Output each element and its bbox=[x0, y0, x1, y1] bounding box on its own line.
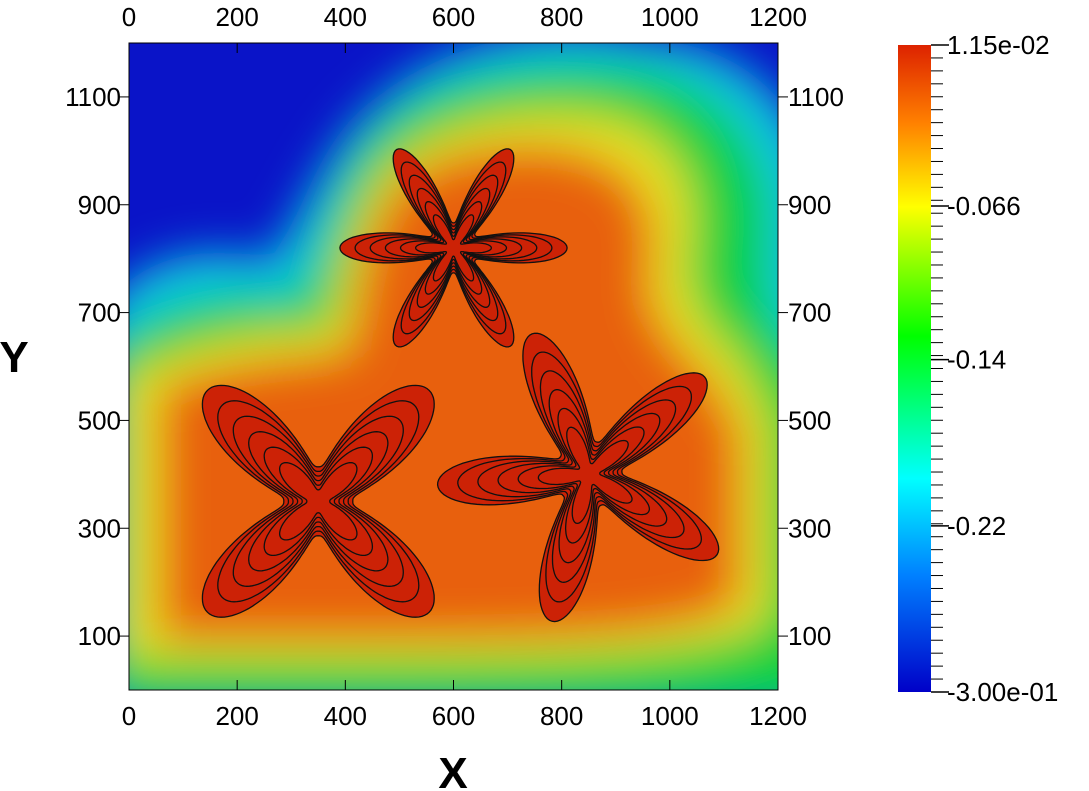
x-tick-label: 200 bbox=[215, 701, 258, 731]
x-tick-label: 600 bbox=[432, 2, 475, 32]
y-axis-label: Y bbox=[0, 333, 29, 382]
x-tick-label: 800 bbox=[540, 2, 583, 32]
contour-line bbox=[477, 370, 685, 583]
contour-line bbox=[436, 332, 720, 623]
y-tick-label: 1100 bbox=[65, 82, 121, 112]
colorbar-label: -0.066 bbox=[947, 191, 1021, 221]
x-tick-label: 400 bbox=[324, 2, 367, 32]
contour-line bbox=[384, 187, 523, 308]
contour-line bbox=[497, 389, 668, 564]
x-tick-label: 1000 bbox=[641, 2, 699, 32]
contour-line bbox=[369, 174, 538, 322]
y-tick-label: 700 bbox=[788, 298, 831, 328]
crystal-region bbox=[202, 385, 435, 618]
x-tick-label: 400 bbox=[324, 701, 367, 731]
y-tick-label: 500 bbox=[78, 405, 121, 435]
x-axis-top: 0 200 400 600 800 1000 1200 bbox=[122, 2, 807, 53]
contour-line bbox=[457, 351, 703, 603]
x-tick-label: 1200 bbox=[749, 2, 807, 32]
y-tick-label: 500 bbox=[788, 405, 831, 435]
contour-line bbox=[201, 384, 435, 618]
colorbar-label: -3.00e-01 bbox=[947, 677, 1058, 707]
contour-line bbox=[232, 415, 404, 587]
contour-line bbox=[263, 446, 374, 557]
x-axis-bottom: 0 200 400 600 800 1000 1200 bbox=[122, 680, 807, 731]
contour-line bbox=[517, 407, 651, 544]
contour-line bbox=[414, 214, 493, 282]
y-tick-label: 900 bbox=[788, 190, 831, 220]
y-tick-label: 700 bbox=[78, 298, 121, 328]
x-axis-label: X bbox=[438, 749, 467, 791]
x-tick-label: 1000 bbox=[641, 701, 699, 731]
colorbar-label: 1.15e-02 bbox=[947, 30, 1050, 60]
colorbar-label: -0.22 bbox=[947, 511, 1006, 541]
contour-line bbox=[217, 400, 420, 603]
colorbar-label: -0.14 bbox=[947, 345, 1006, 375]
x-tick-label: 200 bbox=[215, 2, 258, 32]
colorbar-gradient bbox=[898, 45, 931, 692]
y-tick-label: 900 bbox=[78, 190, 121, 220]
crystal-region bbox=[339, 148, 568, 347]
x-tick-label: 0 bbox=[122, 2, 136, 32]
contour-line bbox=[248, 431, 389, 572]
y-tick-label: 300 bbox=[788, 513, 831, 543]
y-axis-left: 100 300 500 700 900 1100 bbox=[65, 82, 129, 651]
colorbar-ticks bbox=[931, 44, 949, 693]
x-tick-label: 1200 bbox=[749, 701, 807, 731]
contour-line bbox=[278, 461, 358, 541]
colorbar: 1.15e-02 -0.066 -0.14 -0.22 -3.00e-01 bbox=[898, 30, 1058, 707]
y-tick-label: 100 bbox=[788, 621, 831, 651]
heatmap-field bbox=[129, 43, 778, 690]
contour-line bbox=[339, 148, 568, 348]
contour-line bbox=[537, 426, 633, 525]
contour-line bbox=[354, 161, 553, 335]
x-tick-label: 0 bbox=[122, 701, 136, 731]
x-tick-label: 800 bbox=[540, 701, 583, 731]
y-axis-right: 100 300 500 700 900 1100 bbox=[778, 82, 844, 651]
contour-line bbox=[399, 201, 508, 295]
y-tick-label: 1100 bbox=[788, 82, 844, 112]
y-tick-label: 300 bbox=[78, 513, 121, 543]
y-tick-label: 100 bbox=[78, 621, 121, 651]
x-tick-label: 600 bbox=[432, 701, 475, 731]
colorbar-labels: 1.15e-02 -0.066 -0.14 -0.22 -3.00e-01 bbox=[947, 30, 1058, 707]
